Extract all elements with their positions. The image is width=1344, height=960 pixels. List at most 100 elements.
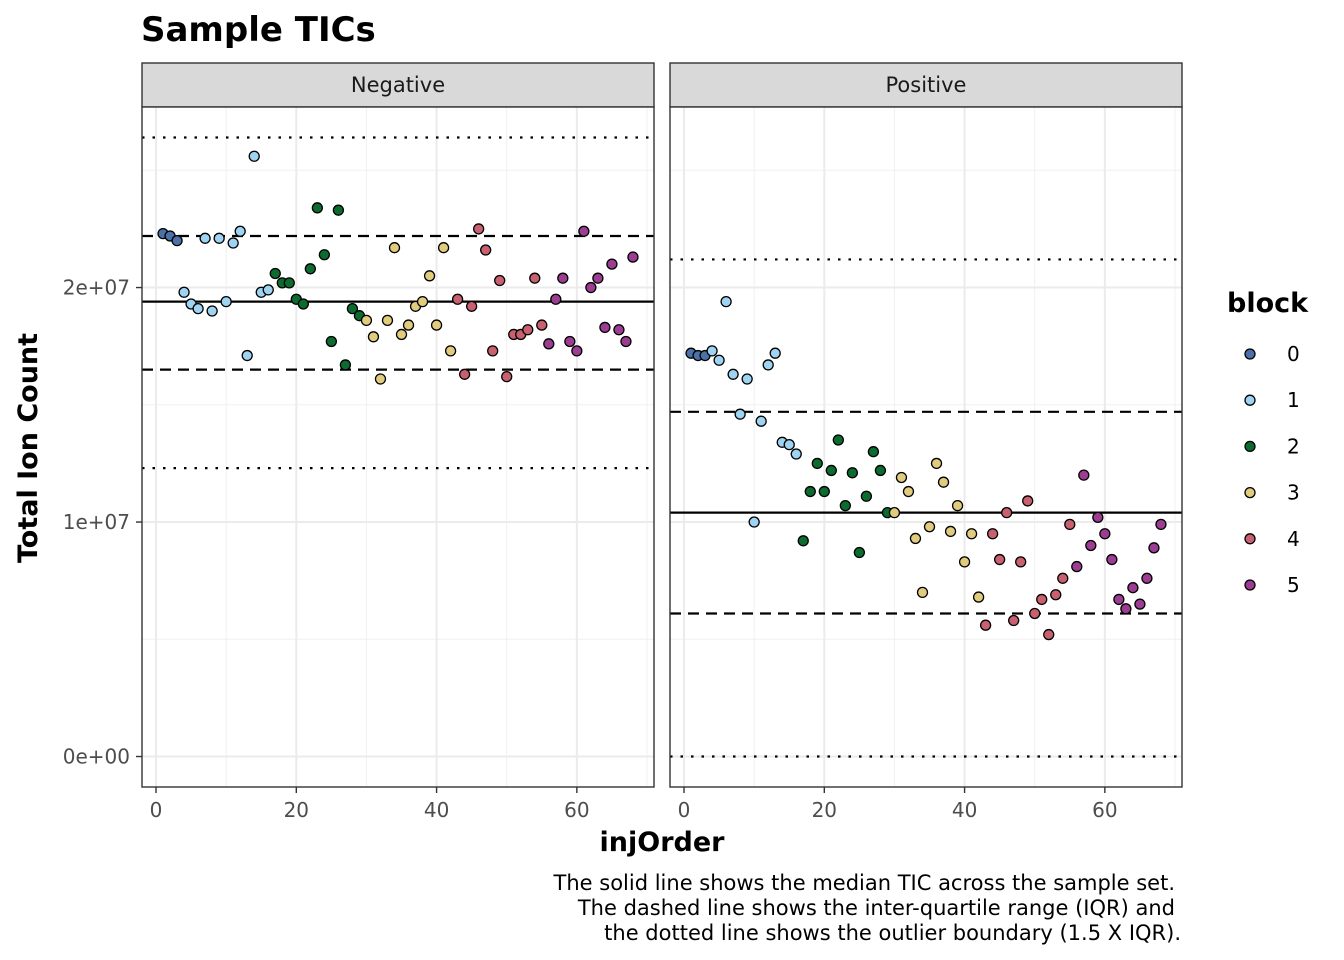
data-point bbox=[381, 314, 394, 327]
x-tick-label: 20 bbox=[284, 798, 309, 822]
strip-background bbox=[669, 62, 1183, 108]
data-point bbox=[395, 328, 408, 341]
legend-label-1: 1 bbox=[1287, 388, 1300, 412]
data-point bbox=[1043, 628, 1055, 641]
legend-key-0 bbox=[1244, 348, 1256, 360]
panel-border bbox=[141, 106, 655, 788]
data-point bbox=[944, 525, 957, 538]
data-point bbox=[846, 467, 859, 479]
panel-negative: Negative 0 20 40 60 0e+00 1e+07 2e+07 bbox=[63, 62, 655, 822]
data-point bbox=[262, 284, 274, 296]
data-point bbox=[606, 258, 618, 270]
data-point bbox=[923, 521, 936, 533]
data-point bbox=[480, 244, 492, 256]
data-point bbox=[416, 295, 429, 308]
data-point bbox=[171, 235, 183, 247]
data-point bbox=[1015, 556, 1027, 568]
x-tick-label: 40 bbox=[952, 798, 977, 822]
data-point bbox=[1036, 593, 1048, 606]
data-point bbox=[367, 331, 380, 343]
data-point bbox=[811, 457, 823, 470]
data-point bbox=[283, 277, 295, 289]
x-tick-label: 60 bbox=[1092, 798, 1117, 822]
strip-background bbox=[141, 62, 655, 108]
data-point bbox=[727, 368, 739, 380]
y-tick-label: 2e+07 bbox=[63, 276, 130, 300]
data-point bbox=[937, 476, 950, 488]
data-point bbox=[1141, 572, 1153, 584]
data-point bbox=[1057, 572, 1069, 584]
data-point bbox=[748, 516, 760, 528]
data-point bbox=[571, 345, 583, 357]
legend-label-4: 4 bbox=[1287, 527, 1300, 551]
legend-key-5 bbox=[1244, 579, 1256, 591]
data-point bbox=[465, 300, 478, 312]
data-point bbox=[360, 314, 373, 327]
data-point bbox=[1029, 607, 1041, 620]
data-point bbox=[713, 354, 725, 366]
caption-line-1: The solid line shows the median TIC acro… bbox=[553, 871, 1175, 895]
data-point bbox=[241, 349, 253, 362]
legend-title: block bbox=[1227, 288, 1309, 319]
data-point bbox=[958, 556, 971, 568]
legend-key-2 bbox=[1244, 440, 1256, 453]
plot-background bbox=[142, 107, 654, 787]
data-point bbox=[916, 586, 929, 599]
data-point bbox=[1092, 511, 1104, 523]
data-point bbox=[529, 272, 541, 284]
panel-positive: Positive 0 20 40 60 bbox=[669, 62, 1183, 822]
y-tick-label: 0e+00 bbox=[63, 745, 130, 769]
caption-line-3: the dotted line shows the outlier bounda… bbox=[604, 921, 1181, 945]
data-point bbox=[867, 446, 880, 458]
data-point bbox=[304, 263, 316, 275]
data-point bbox=[706, 345, 718, 357]
legend-label-0: 0 bbox=[1287, 342, 1300, 366]
data-point bbox=[550, 293, 562, 305]
data-point bbox=[741, 373, 753, 385]
data-point bbox=[1064, 518, 1076, 531]
data-point bbox=[986, 528, 999, 540]
data-point bbox=[227, 237, 239, 249]
data-point bbox=[1008, 614, 1020, 627]
data-point bbox=[818, 485, 830, 498]
data-point bbox=[951, 499, 964, 512]
data-point bbox=[720, 295, 732, 308]
data-point bbox=[1050, 589, 1062, 601]
y-tick-label: 1e+07 bbox=[63, 510, 130, 534]
legend-label-2: 2 bbox=[1287, 434, 1300, 458]
data-point bbox=[220, 295, 232, 308]
data-point bbox=[783, 439, 795, 451]
x-tick-label: 40 bbox=[424, 798, 449, 822]
data-point bbox=[769, 347, 781, 359]
data-point bbox=[930, 457, 943, 470]
data-point bbox=[199, 232, 211, 244]
data-point bbox=[501, 371, 513, 383]
data-point bbox=[451, 293, 464, 305]
data-point bbox=[487, 345, 499, 357]
data-point bbox=[972, 591, 985, 603]
data-point bbox=[1155, 518, 1167, 531]
data-point bbox=[494, 274, 506, 287]
data-point bbox=[578, 225, 590, 237]
data-point bbox=[1127, 582, 1139, 594]
x-axis-title: injOrder bbox=[600, 827, 726, 858]
data-point bbox=[311, 202, 323, 214]
data-point bbox=[430, 319, 443, 331]
data-point bbox=[832, 434, 844, 446]
data-point bbox=[557, 272, 569, 284]
data-point bbox=[825, 464, 837, 477]
data-point bbox=[620, 335, 632, 348]
data-point bbox=[613, 324, 625, 336]
data-point bbox=[734, 408, 746, 420]
data-point bbox=[213, 232, 225, 244]
strip-label: Positive bbox=[886, 73, 967, 97]
data-point bbox=[444, 345, 457, 357]
data-point bbox=[206, 305, 218, 317]
chart-title: Sample TICs bbox=[141, 10, 376, 50]
data-point bbox=[979, 619, 992, 631]
data-point bbox=[522, 324, 534, 336]
data-point bbox=[192, 303, 204, 315]
data-point bbox=[543, 338, 555, 350]
data-point bbox=[874, 464, 887, 477]
data-point bbox=[627, 251, 639, 263]
